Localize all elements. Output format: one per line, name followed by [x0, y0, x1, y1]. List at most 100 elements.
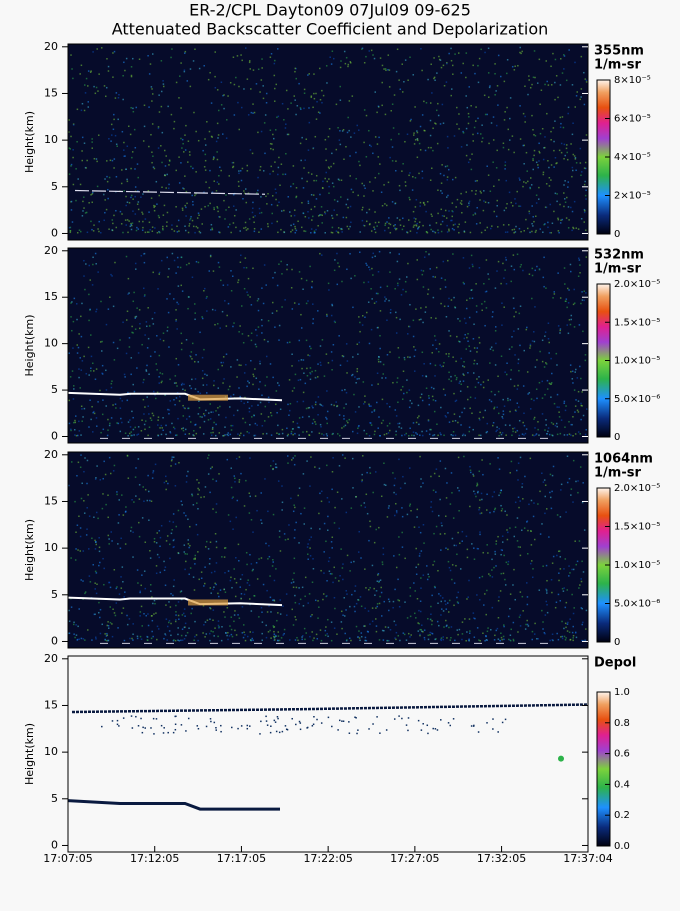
- speckle: [167, 187, 170, 190]
- speckle: [312, 418, 315, 421]
- y-tick-label: 20: [44, 244, 58, 257]
- speckle: [482, 386, 485, 389]
- speckle: [493, 639, 496, 641]
- speckle: [303, 92, 306, 94]
- speckle: [270, 53, 273, 55]
- speckle: [132, 383, 134, 386]
- speckle: [420, 577, 422, 579]
- speckle: [234, 629, 236, 632]
- speckle: [474, 193, 477, 195]
- speckle: [567, 206, 570, 208]
- speckle: [216, 206, 218, 208]
- speckle: [156, 231, 159, 234]
- speckle: [166, 221, 168, 223]
- speckle: [75, 531, 77, 534]
- speckle: [290, 102, 292, 104]
- speckle: [242, 341, 245, 344]
- y-tick-label: 15: [44, 290, 58, 303]
- speckle: [446, 176, 449, 178]
- speckle: [81, 482, 83, 485]
- speckle: [185, 339, 188, 341]
- speckle: [262, 85, 264, 87]
- speckle: [172, 456, 175, 459]
- speckle: [101, 340, 103, 343]
- speckle: [259, 91, 261, 93]
- speckle: [253, 414, 255, 417]
- speckle: [276, 204, 279, 207]
- speckle: [372, 54, 374, 56]
- speckle: [203, 585, 205, 587]
- speckle: [101, 623, 104, 626]
- speckle: [570, 370, 572, 373]
- speckle: [357, 599, 360, 601]
- speckle: [512, 427, 514, 430]
- speckle: [525, 328, 528, 331]
- speckle: [177, 219, 180, 222]
- speckle: [568, 631, 571, 634]
- speckle: [421, 374, 424, 377]
- speckle: [415, 225, 418, 227]
- speckle: [183, 544, 186, 546]
- speckle: [149, 63, 152, 65]
- speckle: [118, 93, 120, 96]
- speckle: [226, 606, 229, 609]
- speckle: [469, 158, 471, 161]
- speckle: [373, 228, 376, 230]
- colorbar-tick-label: 0.0: [614, 841, 630, 852]
- speckle: [283, 209, 285, 212]
- speckle: [260, 492, 262, 494]
- speckle: [370, 328, 373, 331]
- speckle: [585, 609, 588, 612]
- y-tick-label: 0: [51, 634, 58, 647]
- speckle: [132, 107, 134, 110]
- speckle: [197, 413, 200, 415]
- speckle: [153, 206, 155, 209]
- speckle: [381, 561, 384, 563]
- speckle: [420, 587, 422, 589]
- speckle: [234, 481, 236, 483]
- speckle: [546, 388, 549, 390]
- speckle: [188, 546, 190, 549]
- speckle: [409, 587, 411, 589]
- speckle: [160, 90, 163, 93]
- speckle: [195, 523, 198, 526]
- speckle: [285, 728, 288, 731]
- speckle: [399, 224, 402, 226]
- speckle: [219, 327, 221, 329]
- speckle: [543, 285, 545, 288]
- speckle: [517, 362, 520, 365]
- speckle: [451, 537, 454, 540]
- texture: [67, 703, 589, 811]
- speckle: [383, 184, 385, 186]
- speckle: [401, 717, 403, 720]
- speckle: [401, 515, 404, 518]
- speckle: [452, 420, 454, 423]
- speckle: [575, 480, 577, 483]
- speckle: [168, 543, 171, 546]
- speckle: [312, 194, 315, 196]
- speckle: [485, 635, 487, 638]
- speckle: [440, 66, 443, 69]
- speckle: [134, 195, 136, 198]
- speckle: [472, 140, 474, 142]
- speckle: [68, 173, 71, 175]
- speckle: [340, 60, 342, 62]
- speckle: [566, 630, 569, 632]
- speckle: [364, 506, 367, 508]
- speckle: [416, 278, 419, 281]
- speckle: [94, 570, 97, 573]
- speckle: [210, 411, 212, 413]
- speckle: [363, 109, 366, 111]
- speckle: [224, 591, 227, 593]
- speckle: [526, 603, 529, 606]
- speckle: [216, 181, 219, 183]
- speckle: [317, 600, 319, 602]
- speckle: [306, 180, 308, 183]
- speckle: [138, 521, 140, 524]
- speckle: [204, 205, 206, 208]
- speckle: [584, 194, 587, 197]
- speckle: [462, 380, 465, 382]
- speckle: [417, 228, 419, 230]
- speckle: [276, 716, 279, 718]
- speckle: [475, 311, 478, 313]
